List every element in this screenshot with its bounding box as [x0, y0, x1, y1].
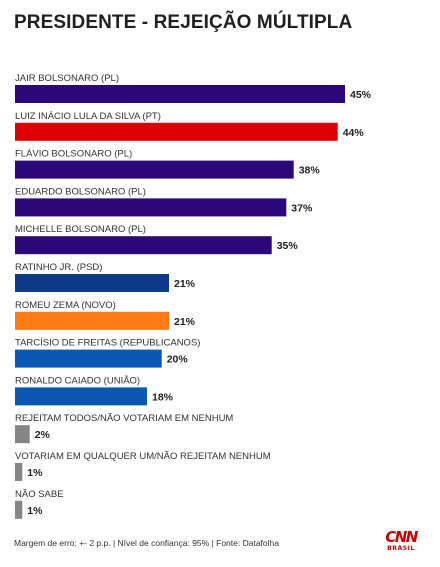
- bar: [15, 198, 287, 217]
- chart-title: PRESIDENTE - REJEIÇÃO MÚLTIPLA: [14, 12, 353, 33]
- bar-chart: JAIR BOLSONARO (PL) 45% LUIZ INÁCIO LULA D…: [15, 73, 372, 519]
- bar: [15, 500, 23, 519]
- bar-group: JAIR BOLSONARO (PL) 45%: [15, 73, 372, 103]
- bar: [15, 349, 162, 368]
- value-label: 37%: [291, 202, 313, 214]
- bar-group: MICHELLE BOLSONARO (PL) 35%: [15, 224, 299, 255]
- category-label: VOTARIAM EM QUALQUER UM/NÃO REJEITAM NEN…: [15, 451, 271, 462]
- bar-group: RONALDO CAIADO (UNIÃO) 18%: [15, 375, 174, 406]
- bar: [15, 274, 169, 292]
- value-label: 20%: [167, 354, 189, 366]
- bar-group: REJEITAM TODOS/NÃO VOTARIAM EM NENHUM 2%: [15, 413, 233, 444]
- category-label: REJEITAM TODOS/NÃO VOTARIAM EM NENHUM: [15, 413, 233, 424]
- logo-bottom-text: BRASIL: [387, 545, 415, 552]
- category-label: RONALDO CAIADO (UNIÃO): [15, 375, 140, 386]
- bar: [15, 160, 294, 179]
- bar-group: EDUARDO BOLSONARO (PL) 37%: [15, 186, 313, 217]
- category-label: RATINHO JR. (PSD): [15, 262, 102, 273]
- category-label: TARCÍSIO DE FREITAS (REPUBLICANOS): [15, 338, 200, 349]
- value-label: 45%: [350, 89, 372, 101]
- bar: [15, 463, 23, 481]
- bar: [15, 85, 345, 103]
- category-label: ROMEU ZEMA (NOVO): [15, 300, 116, 311]
- bar: [15, 122, 338, 141]
- bar: [15, 236, 272, 255]
- value-label: 1%: [27, 505, 43, 517]
- bar: [15, 425, 30, 444]
- bar-group: RATINHO JR. (PSD) 21%: [15, 262, 196, 292]
- value-label: 1%: [27, 467, 43, 479]
- footnote: Margem de erro: +- 2 p.p. | Nível de con…: [14, 538, 279, 548]
- logo-top-text: CNN: [385, 528, 418, 546]
- category-label: NÃO SABE: [15, 489, 64, 500]
- category-label: JAIR BOLSONARO (PL): [15, 73, 119, 84]
- bar-group: LUIZ INÁCIO LULA DA SILVA (PT) 44%: [15, 111, 364, 141]
- category-label: MICHELLE BOLSONARO (PL): [15, 224, 146, 235]
- value-label: 2%: [35, 429, 51, 441]
- bar-group: ROMEU ZEMA (NOVO) 21%: [15, 300, 196, 330]
- value-label: 44%: [343, 127, 365, 139]
- value-label: 21%: [174, 316, 196, 328]
- bar: [15, 387, 147, 406]
- category-label: LUIZ INÁCIO LULA DA SILVA (PT): [15, 111, 161, 122]
- category-label: FLÁVIO BOLSONARO (PL): [15, 149, 132, 160]
- value-label: 18%: [152, 391, 174, 403]
- cnn-brasil-logo: CNN BRASIL: [384, 530, 418, 554]
- value-label: 21%: [174, 278, 196, 290]
- bar-group: FLÁVIO BOLSONARO (PL) 38%: [15, 149, 320, 179]
- value-label: 35%: [277, 240, 299, 252]
- bar-group: VOTARIAM EM QUALQUER UM/NÃO REJEITAM NEN…: [15, 451, 271, 481]
- bar-group: TARCÍSIO DE FREITAS (REPUBLICANOS) 20%: [15, 338, 200, 368]
- category-label: EDUARDO BOLSONARO (PL): [15, 186, 146, 197]
- bar-group: NÃO SABE 1%: [15, 489, 64, 519]
- value-label: 38%: [299, 165, 321, 177]
- bar: [15, 311, 169, 330]
